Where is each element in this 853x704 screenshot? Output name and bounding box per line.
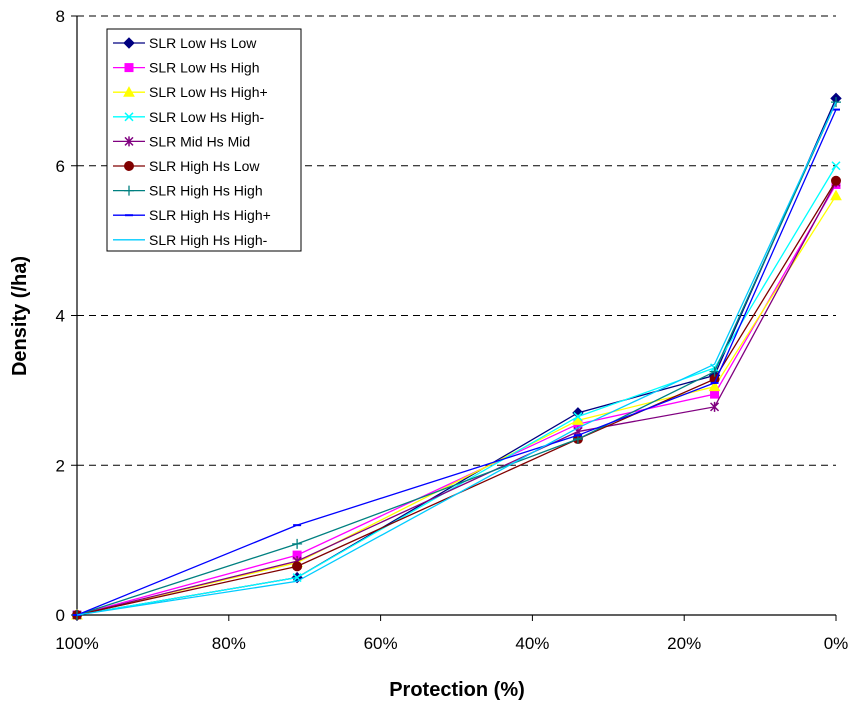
x-tick-label: 20% [667,634,701,653]
data-point [708,380,721,392]
legend-entry: SLR Mid Hs Mid [113,133,250,149]
legend-entry: SLR Low Hs High [113,60,260,76]
x-tick-label: 100% [55,634,98,653]
x-tick-label: 80% [212,634,246,653]
data-point [573,412,583,422]
data-point [831,97,841,108]
legend-marker [123,37,135,49]
series-9 [76,101,837,616]
legend-label: SLR Mid Hs Mid [149,133,250,149]
legend-box [106,28,302,252]
tick-labels: 0 2 4 6 8 100% 80% 60% 40% 20% 0% [55,7,848,653]
legend-entry: SLR High Hs Low [113,158,260,174]
x-tick-label: 60% [364,634,398,653]
legend: SLR Low Hs Low SLR Low Hs High SLR Low Hs … [106,28,302,252]
data-point [292,561,303,572]
legend-label: SLR Low Hs Low [149,35,257,51]
x-axis-title: Protection (%) [389,679,525,701]
legend-marker [124,161,134,171]
legend-marker [123,86,135,97]
y-axis-title: Density (/ha) [9,256,31,376]
data-point [292,538,303,549]
data-point [830,189,842,201]
data-point [709,366,720,377]
legend-entry: SLR Low Hs Low [113,35,257,51]
y-tick-label: 4 [56,307,65,326]
data-point [710,401,720,412]
legend-label: SLR Low Hs High [149,60,260,76]
legend-label: SLR Low Hs High+ [149,84,268,100]
data-point [831,175,841,186]
legend-entry: SLR High Hs High- [113,232,268,248]
axes [71,15,837,621]
legend-marker [124,136,134,147]
x-tick-label: 40% [515,634,549,653]
legend-entry: SLR High Hs High+ [113,207,271,223]
legend-label: SLR Low Hs High- [149,109,264,125]
legend-label: SLR High Hs High+ [149,207,271,223]
legend-marker [124,112,134,122]
data-point [831,161,841,171]
y-tick-label: 2 [56,456,65,475]
y-tick-label: 8 [56,7,65,26]
y-tick-label: 0 [56,606,65,625]
legend-marker [124,63,134,73]
data-series [71,92,842,621]
legend-label: SLR High Hs High [149,183,263,199]
legend-marker [124,185,134,196]
x-tick-label: 0% [824,634,849,653]
y-tick-label: 6 [56,157,65,176]
legend-label: SLR High Hs High- [149,232,268,248]
legend-entry: SLR Low Hs High- [113,109,264,125]
legend-entry: SLR Low Hs High+ [113,84,268,100]
legend-label: SLR High Hs Low [149,158,260,174]
data-point [710,389,720,399]
legend-entry: SLR High Hs High [113,183,263,199]
series-line [76,101,837,616]
